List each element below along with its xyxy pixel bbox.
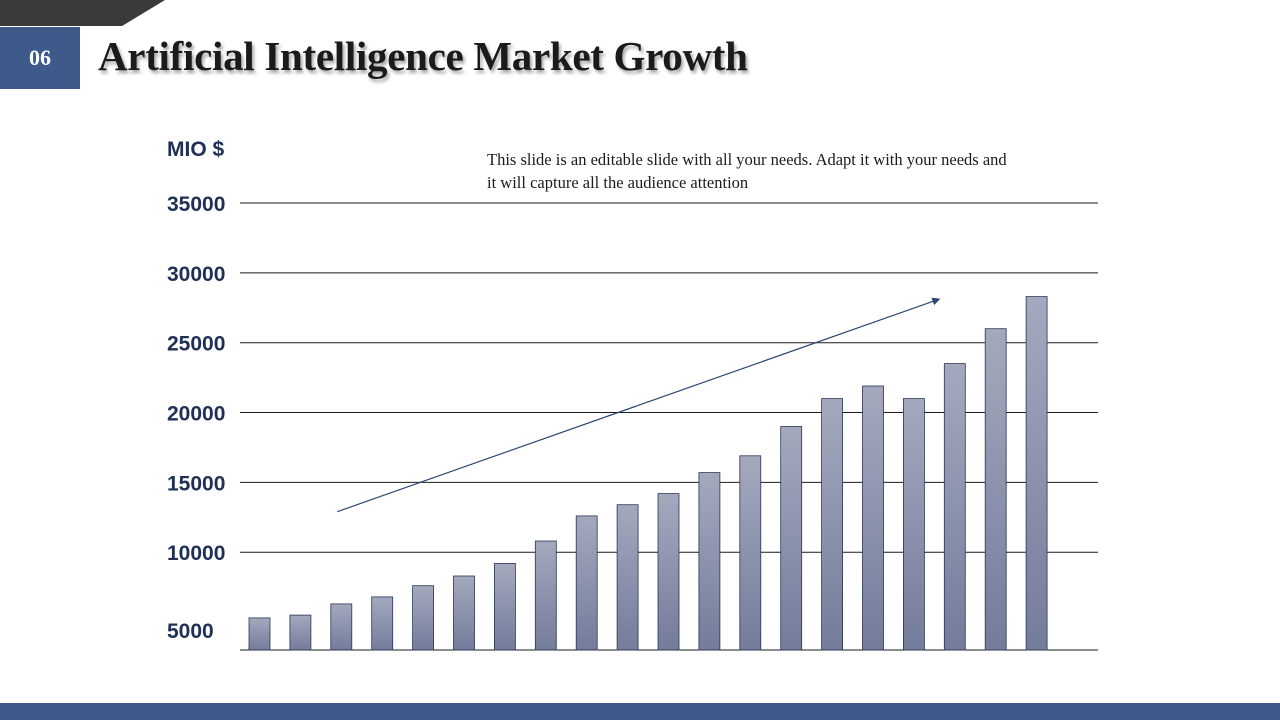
bar: [330, 603, 353, 651]
slide-number-badge: 06: [0, 27, 80, 89]
footer-bar: [0, 703, 1280, 720]
y-tick-label: 15000: [167, 472, 225, 495]
y-tick-label: 5000: [167, 620, 214, 643]
bar: [616, 504, 639, 651]
bar: [657, 493, 680, 651]
bar: [780, 426, 803, 651]
bar: [453, 575, 475, 651]
slide-number: 06: [29, 45, 51, 70]
bar: [862, 385, 884, 651]
bar: [698, 472, 721, 651]
bar: [248, 617, 271, 651]
bar: [821, 398, 843, 651]
bar: [1025, 296, 1048, 651]
bar: [534, 540, 557, 651]
description-note: This slide is an editable slide with all…: [487, 150, 1007, 192]
trend-arrow: [337, 297, 941, 513]
y-tick-label: 30000: [167, 263, 225, 286]
y-tick-label: 10000: [167, 542, 225, 565]
y-tick-label: 20000: [167, 403, 225, 426]
slide-title: Artificial Intelligence Market Growth: [98, 33, 748, 79]
y-axis-unit-label: MIO $: [167, 138, 225, 161]
bar: [575, 515, 598, 651]
bar: [371, 596, 394, 651]
bar: [984, 328, 1007, 651]
y-tick-label: 25000: [167, 333, 225, 356]
bar: [493, 563, 516, 651]
bar: [903, 398, 925, 651]
bar: [943, 363, 966, 651]
bar: [739, 455, 762, 651]
y-tick-label: 35000: [167, 193, 225, 216]
bar: [412, 585, 435, 651]
bar: [289, 614, 312, 651]
